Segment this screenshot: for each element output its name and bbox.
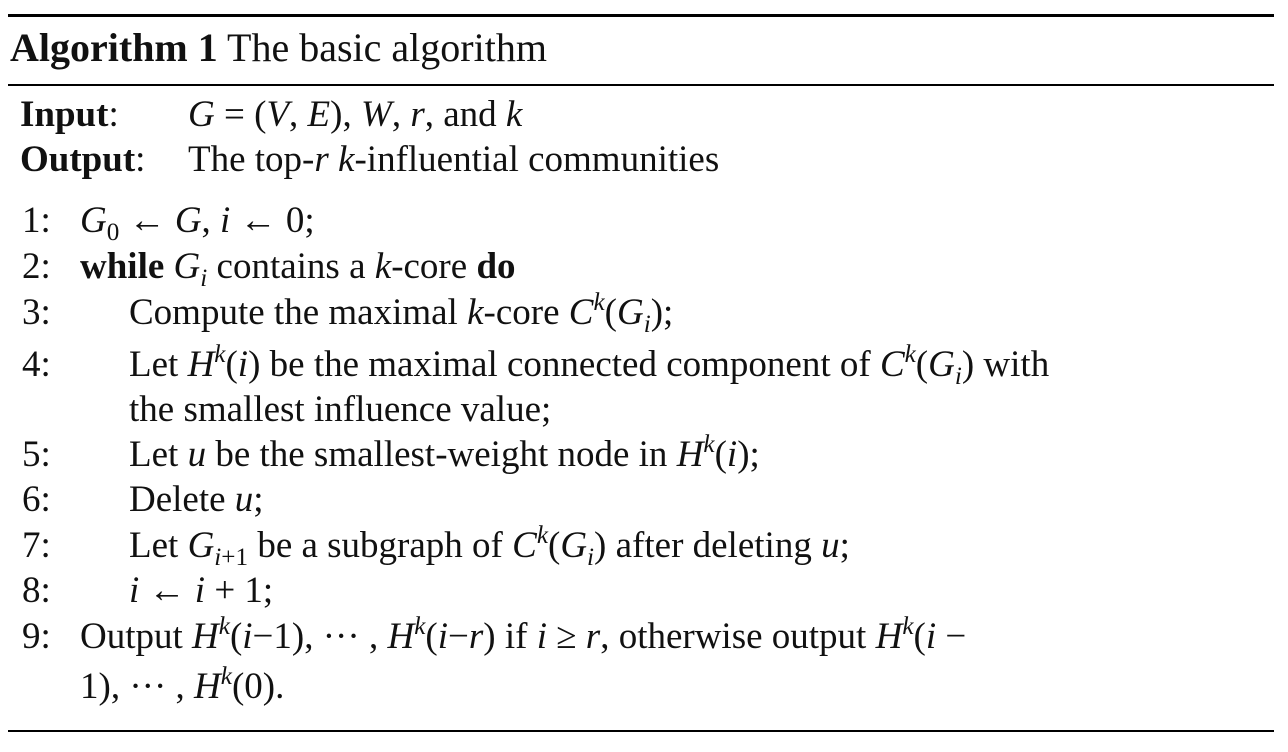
step-text: G0 ← G, i ← 0; — [80, 200, 315, 247]
step-text-continued: 1), ··· , Hk(0). — [80, 663, 285, 707]
step-text: Compute the maximal k-core Ck(Gi); — [129, 289, 674, 339]
step-text: Delete u; — [129, 479, 264, 520]
step-text: Let Hk(i) be the maximal connected compo… — [129, 341, 1050, 391]
output-label: Output: — [20, 139, 146, 180]
step-number: 5: — [22, 434, 51, 475]
algorithm-name: The basic algorithm — [227, 25, 547, 70]
step-text: Output Hk(i−1), ··· , Hk(i−r) if i ≥ r, … — [80, 613, 967, 657]
bottom-rule — [8, 730, 1274, 732]
algorithm-label: Algorithm 1 — [10, 25, 218, 70]
input-label: Input: — [20, 94, 119, 135]
step-text: i ← i + 1; — [129, 570, 274, 611]
output-value: The top-r k-influential communities — [188, 139, 720, 180]
step-number: 8: — [22, 570, 51, 611]
step-number: 6: — [22, 479, 51, 520]
output-row: Output: The top-r k-influential communiti… — [20, 137, 719, 183]
input-row: Input: G = (V, E), W, r, and k — [20, 92, 522, 138]
step-text: while Gi contains a k-core do — [80, 246, 516, 293]
step-text-continued: the smallest influence value; — [129, 389, 552, 430]
algorithm-title: Algorithm 1 The basic algorithm — [10, 22, 547, 74]
step-number: 9: — [22, 616, 51, 657]
step-text: Let Gi+1 be a subgraph of Ck(Gi) after d… — [129, 522, 850, 572]
header-rule — [8, 84, 1274, 86]
step-number: 1: — [22, 200, 51, 241]
step-number: 7: — [22, 525, 51, 566]
top-rule — [8, 14, 1274, 17]
step-number: 4: — [22, 344, 51, 385]
step-number: 2: — [22, 246, 51, 287]
step-text: Let u be the smallest-weight node in Hk(… — [129, 431, 760, 475]
step-number: 3: — [22, 292, 51, 333]
input-value: G = (V, E), W, r, and k — [188, 94, 523, 135]
